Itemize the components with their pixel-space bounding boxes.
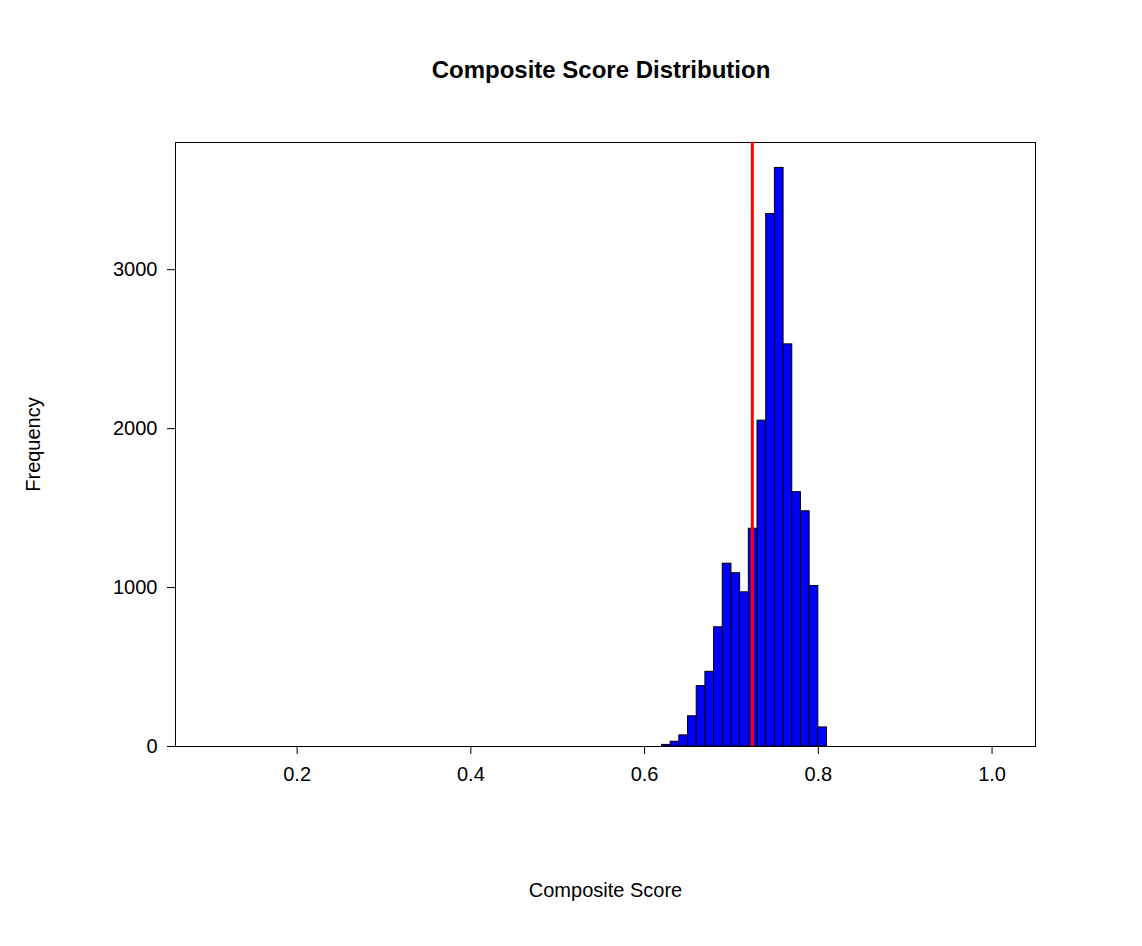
svg-text:0.4: 0.4 bbox=[457, 763, 485, 785]
svg-text:1.0: 1.0 bbox=[978, 763, 1006, 785]
svg-text:0.6: 0.6 bbox=[631, 763, 659, 785]
svg-text:1000: 1000 bbox=[113, 576, 158, 598]
svg-text:0: 0 bbox=[146, 735, 157, 757]
svg-text:0.8: 0.8 bbox=[804, 763, 832, 785]
svg-text:0.2: 0.2 bbox=[283, 763, 311, 785]
svg-text:3000: 3000 bbox=[113, 258, 158, 280]
html-text:Composite Score Distribution: Composite Score Distribution bbox=[431, 56, 771, 83]
svg-text:Frequency: Frequency bbox=[22, 397, 44, 492]
svg-text:2000: 2000 bbox=[113, 417, 158, 439]
svg-text:Composite Score: Composite Score bbox=[529, 879, 682, 901]
